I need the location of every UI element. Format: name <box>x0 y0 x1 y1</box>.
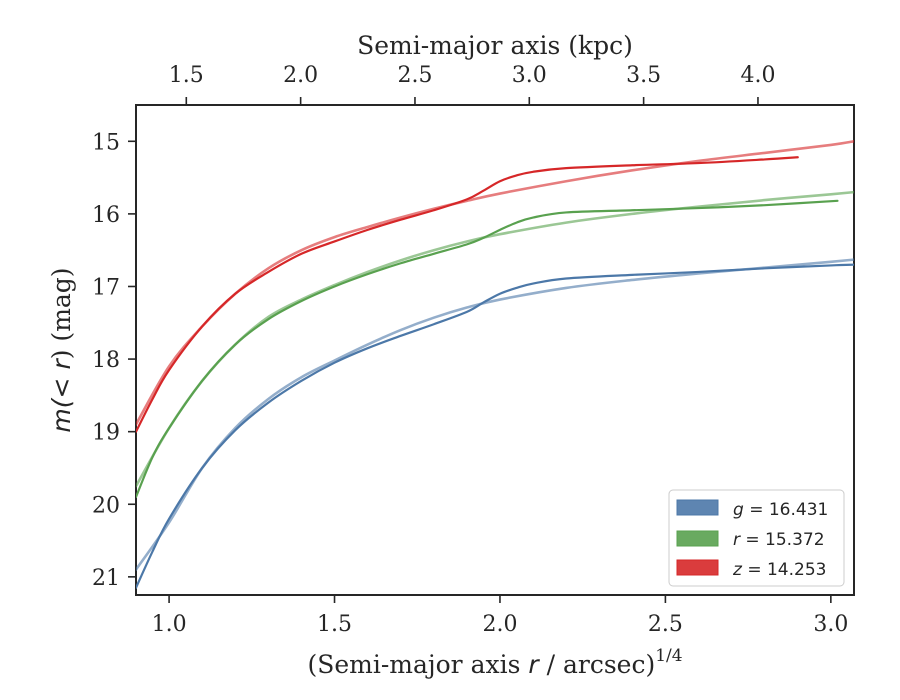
x-axis-title-prefix: (Semi-major axis <box>307 650 528 679</box>
x-tick-label: 3.0 <box>813 612 848 637</box>
x-axis-title-var: r <box>528 650 540 679</box>
x2-tick-label: 3.5 <box>626 63 661 88</box>
x2-tick-label: 1.5 <box>169 63 204 88</box>
legend: g = 16.431 r = 15.372 z = 14.253 <box>668 489 845 587</box>
legend-label-g: g = 16.431 <box>733 500 828 520</box>
y-tick-label: 20 <box>92 493 120 518</box>
x2-axis-title: Semi-major axis (kpc) <box>357 31 633 60</box>
x2-tick-label: 4.0 <box>740 63 775 88</box>
y-tick-label: 17 <box>92 275 120 300</box>
series-layer <box>136 140 854 589</box>
legend-swatch-z <box>676 559 719 576</box>
series-z-data-line <box>136 156 799 433</box>
y-axis-title: m(< r) (mag) <box>47 267 76 432</box>
legend-label-z: z = 14.253 <box>732 560 826 580</box>
legend-label-r: r = 15.372 <box>733 530 825 550</box>
y-axis-title-suffix: ) (mag) <box>47 267 76 359</box>
series-r-data-line <box>136 199 839 499</box>
x-tick-label: 2.5 <box>648 612 683 637</box>
x-axis-title: (Semi-major axis r / arcsec)1/4 <box>307 646 682 679</box>
series-g-data-line <box>136 263 854 589</box>
x2-tick-label: 2.5 <box>397 63 432 88</box>
y-tick-label: 19 <box>92 421 120 446</box>
x-tick-label: 1.5 <box>317 612 352 637</box>
legend-swatch-r <box>676 530 719 547</box>
x-tick-label: 1.0 <box>152 612 187 637</box>
x-axis-title-suffix: / arcsec) <box>539 650 656 679</box>
x2-tick-label: 3.0 <box>512 63 547 88</box>
x-axis-title-power: 1/4 <box>655 646 682 666</box>
y-tick-label: 15 <box>92 130 120 155</box>
y-tick-label: 18 <box>92 348 120 373</box>
y-tick-label: 21 <box>92 566 120 591</box>
y-tick-label: 16 <box>92 203 120 228</box>
legend-swatch-g <box>676 499 719 516</box>
x2-tick-label: 2.0 <box>283 63 318 88</box>
x-tick-label: 2.0 <box>482 612 517 637</box>
y-axis-title-var: < r <box>47 358 76 399</box>
ticks-layer: 1.0 1.5 2.0 2.5 3.0 1.5 2.0 2.5 3.0 3.5 4.0 15 16 17 1… <box>92 63 848 637</box>
y-axis-title-prefix: m( <box>47 397 76 432</box>
